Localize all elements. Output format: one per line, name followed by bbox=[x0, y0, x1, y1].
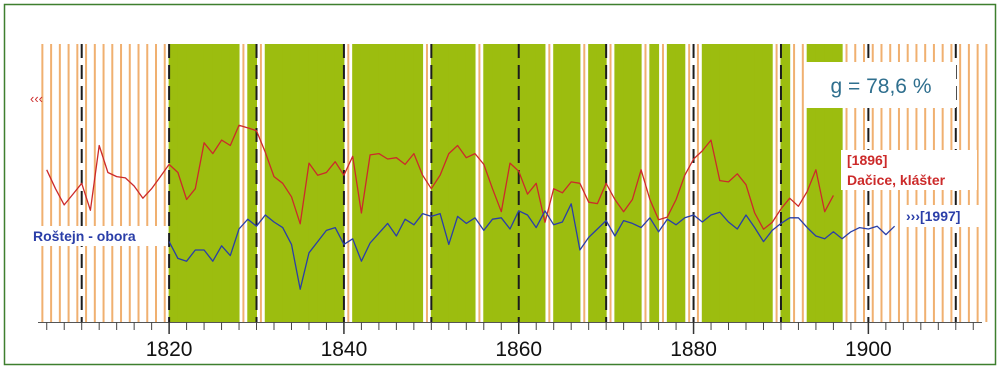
series-line-dacice bbox=[46, 124, 834, 230]
sync-year-band bbox=[553, 44, 563, 322]
sync-year-band bbox=[649, 44, 660, 322]
blue-series-end-bg bbox=[903, 205, 979, 227]
sync-year-band bbox=[526, 44, 537, 322]
red-series-name: Dačice, klášter bbox=[847, 172, 946, 188]
sync-year-band bbox=[247, 44, 258, 322]
x-tick-label: 1840 bbox=[321, 338, 368, 361]
sync-year-band bbox=[229, 44, 240, 322]
sync-year-band bbox=[378, 44, 389, 322]
sync-year-band bbox=[719, 44, 730, 322]
sync-year-band bbox=[561, 44, 572, 322]
x-tick-label: 1860 bbox=[495, 338, 542, 361]
sync-year-band bbox=[317, 44, 327, 322]
sync-year-band bbox=[535, 44, 546, 322]
sync-year-band bbox=[186, 44, 196, 322]
sync-year-band bbox=[701, 44, 712, 322]
sync-year-band bbox=[282, 44, 292, 322]
x-tick-label: 1900 bbox=[845, 338, 892, 361]
x-axis-ticks: 1820 1840 1860 1880 1900 bbox=[46, 322, 974, 361]
sync-year-band bbox=[325, 44, 336, 322]
sync-year-band bbox=[483, 44, 494, 322]
sync-year-band bbox=[588, 44, 598, 322]
sync-year-band bbox=[404, 44, 415, 322]
sync-year-band bbox=[745, 44, 756, 322]
sync-year-band bbox=[413, 44, 424, 322]
sync-year-band bbox=[614, 44, 625, 322]
sync-year-band bbox=[754, 44, 764, 322]
sync-year-band bbox=[177, 44, 188, 322]
sync-year-band bbox=[457, 44, 467, 322]
blue-series-label-bg bbox=[30, 226, 166, 246]
sync-year-band bbox=[666, 44, 677, 322]
sync-year-band bbox=[203, 44, 214, 322]
sync-year-band bbox=[221, 44, 231, 322]
sync-year-band bbox=[395, 44, 406, 322]
sync-year-band bbox=[299, 44, 310, 322]
sync-year-band bbox=[780, 44, 791, 322]
sync-year-band bbox=[596, 44, 607, 322]
sync-year-band bbox=[623, 44, 633, 322]
sync-year-band bbox=[762, 44, 773, 322]
sync-year-band bbox=[500, 44, 511, 322]
sync-year-band bbox=[806, 44, 817, 322]
sync-year-band bbox=[264, 44, 275, 322]
sync-year-band bbox=[439, 44, 450, 322]
sync-year-band bbox=[290, 44, 301, 322]
sync-year-band bbox=[728, 44, 738, 322]
sync-year-band bbox=[509, 44, 520, 322]
sync-year-band bbox=[710, 44, 721, 322]
sync-year-band bbox=[675, 44, 686, 322]
sync-year-band bbox=[194, 44, 205, 322]
red-series-label-bg bbox=[841, 150, 977, 190]
sync-year-band bbox=[308, 44, 319, 322]
blue-series-end-label: ›››[1997] bbox=[906, 208, 960, 224]
sync-year-band bbox=[736, 44, 747, 322]
sync-year-band bbox=[212, 44, 223, 322]
series-lines bbox=[46, 124, 896, 290]
blue-series-name: Roštejn - obora bbox=[33, 228, 136, 244]
sync-year-band bbox=[387, 44, 397, 322]
sync-year-band bbox=[832, 44, 843, 322]
red-series-start-marker: ‹‹‹ bbox=[30, 91, 43, 106]
sync-year-band bbox=[334, 44, 345, 322]
annotation-box bbox=[806, 62, 956, 108]
sync-year-band bbox=[815, 44, 826, 322]
x-tick-label: 1820 bbox=[146, 338, 193, 361]
gleichlaufigkeit-annotation: g = 78,6 % bbox=[831, 75, 932, 98]
red-series-end-year: [1896] bbox=[847, 152, 887, 168]
sync-year-band bbox=[273, 44, 284, 322]
x-tick-label: 1880 bbox=[670, 338, 717, 361]
sync-year-band bbox=[465, 44, 476, 322]
sync-year-band bbox=[369, 44, 380, 322]
sync-year-band bbox=[824, 44, 834, 322]
series-line-rostejn bbox=[168, 203, 896, 290]
sync-year-band bbox=[492, 44, 502, 322]
sync-year-band bbox=[448, 44, 459, 322]
sync-year-band bbox=[168, 44, 179, 322]
